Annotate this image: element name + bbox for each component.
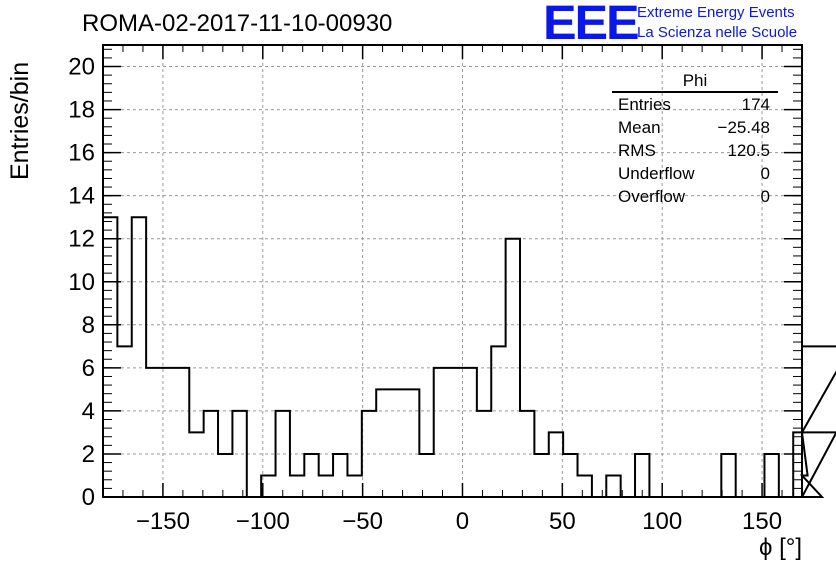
y-axis-label: Entries/bin bbox=[6, 61, 34, 180]
logo-caption-line2: La Scienza nelle Scuole bbox=[637, 24, 798, 41]
y-tick-label: 10 bbox=[68, 269, 95, 296]
stats-label: RMS bbox=[618, 141, 656, 160]
stats-row-underflow: Underflow 0 bbox=[612, 162, 778, 185]
tick-labels: 0 2 4 6 8 10 12 14 16 18 20 −150 −100 −50 0 50 100 150 bbox=[68, 54, 782, 535]
stats-label: Mean bbox=[618, 118, 661, 137]
x-tick-label: −150 bbox=[136, 508, 190, 535]
stats-value: 120.5 bbox=[727, 141, 770, 160]
stats-value: 0 bbox=[760, 164, 770, 183]
stats-row-overflow: Overflow 0 bbox=[612, 185, 778, 208]
stats-value: 0 bbox=[760, 187, 770, 206]
stats-title: Phi bbox=[612, 70, 778, 93]
x-tick-label: 100 bbox=[642, 508, 682, 535]
stats-row-mean: Mean −25.48 bbox=[612, 116, 778, 139]
x-tick-label: 50 bbox=[549, 508, 576, 535]
stats-label: Overflow bbox=[618, 187, 686, 206]
y-tick-label: 20 bbox=[68, 54, 95, 81]
y-tick-label: 0 bbox=[82, 484, 95, 511]
eee-logo: EEE bbox=[543, 0, 640, 50]
stats-row-entries: Entries 174 bbox=[612, 93, 778, 116]
y-tick-label: 18 bbox=[68, 97, 95, 124]
histogram-step-line bbox=[102, 216, 836, 498]
stats-label: Entries bbox=[618, 95, 671, 114]
stats-row-rms: RMS 120.5 bbox=[612, 139, 778, 162]
x-tick-label: −100 bbox=[236, 508, 290, 535]
y-tick-label: 12 bbox=[68, 226, 95, 253]
run-title: ROMA-02-2017-11-10-00930 bbox=[82, 10, 393, 37]
x-tick-label: 0 bbox=[456, 508, 469, 535]
y-tick-label: 16 bbox=[68, 140, 95, 167]
stats-value: −25.48 bbox=[717, 118, 770, 137]
y-tick-label: 2 bbox=[82, 441, 95, 468]
y-tick-label: 4 bbox=[82, 398, 95, 425]
x-tick-label: −50 bbox=[342, 508, 383, 535]
stats-value: 174 bbox=[741, 95, 770, 114]
x-tick-label: 150 bbox=[742, 508, 782, 535]
y-tick-label: 6 bbox=[82, 355, 95, 382]
grid-lines bbox=[103, 45, 802, 497]
stats-box: Phi Entries 174 Mean −25.48 RMS 120.5 Under… bbox=[612, 70, 778, 208]
plot-frame bbox=[102, 44, 803, 498]
y-tick-label: 8 bbox=[82, 312, 95, 339]
y-tick-label: 14 bbox=[68, 183, 95, 210]
stats-label: Underflow bbox=[618, 164, 695, 183]
x-axis-label: ϕ [°] bbox=[758, 534, 802, 561]
logo-caption-line1: Extreme Energy Events bbox=[637, 4, 795, 21]
